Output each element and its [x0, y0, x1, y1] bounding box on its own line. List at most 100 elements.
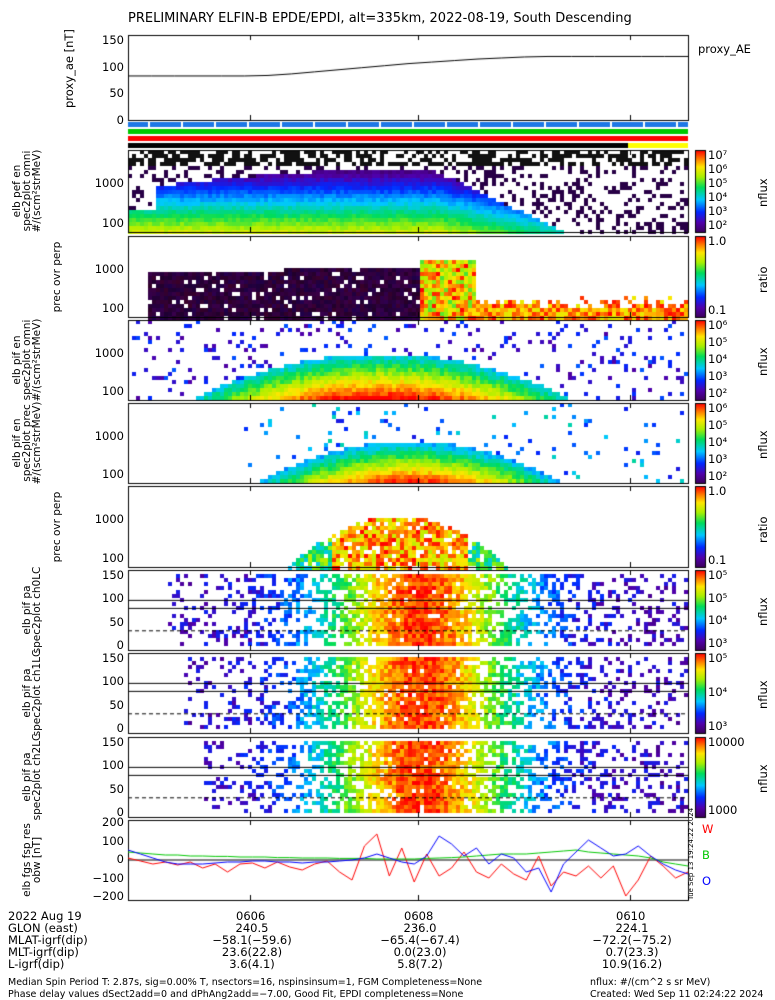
colorbar-tick-panel-3: 10³: [708, 369, 728, 383]
footer-right-1: nflux: #/(cm^2 s sr MeV): [590, 977, 711, 988]
legend-proxy-ae: proxy_AE: [698, 42, 751, 56]
ytick-panel-2: 100: [102, 301, 124, 315]
xtick-time: 0610: [616, 909, 646, 923]
xtick-time: 0608: [404, 909, 434, 923]
ytick-panel-7: 100: [102, 674, 124, 689]
ytick-panel-1: 100: [102, 216, 124, 230]
x-date: 2022 Aug 19: [8, 909, 82, 923]
ylabel-panel-8: elb pif pa spec2plot ch2LC: [21, 733, 43, 821]
ylabel-panel-5: prec ovr perp: [51, 491, 63, 562]
ytick-panel-7: 50: [109, 697, 124, 712]
ytick-panel-6: 100: [102, 591, 124, 606]
colorbar-tick-panel-8: 10000: [708, 735, 745, 749]
ytick-panel-6: 50: [109, 614, 124, 629]
legend-O: O: [702, 874, 712, 888]
colorbar-tick-panel-5: 0.1: [708, 553, 727, 567]
colorbar-label-panel-2: ratio: [756, 265, 770, 293]
ytick-panel-3: 100: [102, 384, 124, 398]
ytick-panel-9: 100: [102, 833, 124, 848]
ytick-panel-7: 0: [116, 721, 124, 735]
ytick-panel-5: 100: [102, 551, 124, 565]
colorbar-tick-panel-3: 10⁴: [708, 352, 728, 366]
ytick-panel-9: −100: [92, 870, 124, 885]
xtick-value: 3.6(4.1): [229, 957, 275, 971]
ytick-proxy-ae: 0: [116, 112, 124, 127]
ylabel-proxy-ae: proxy_ae [nT]: [62, 29, 76, 108]
ytick-panel-4: 100: [102, 467, 124, 481]
ytick-panel-6: 150: [102, 568, 124, 582]
ytick-panel-3: 1000: [94, 345, 124, 360]
colorbar-tick-panel-1: 10³: [708, 204, 728, 218]
colorbar-tick-panel-1: 10²: [708, 218, 728, 232]
x-row-3: L-igrf(dip): [8, 957, 65, 971]
legend-B: B: [702, 848, 710, 862]
xtick-value: −65.4(−67.4): [380, 933, 460, 947]
colorbar-tick-panel-7: 10⁵: [708, 651, 728, 665]
ytick-panel-9: −200: [92, 889, 124, 903]
ytick-panel-9: 0: [116, 852, 124, 866]
ytick-panel-8: 100: [102, 758, 124, 773]
colorbar-tick-panel-6: 10⁴: [708, 613, 728, 628]
chart-title: PRELIMINARY ELFIN-B EPDE/EPDI, alt=335km…: [128, 11, 632, 26]
ylabel-panel-9: elb fgs fsp res obw [nT]: [21, 823, 43, 897]
ytick-proxy-ae: 50: [109, 86, 124, 100]
colorbar-tick-panel-1: 10⁴: [708, 190, 728, 204]
colorbar-tick-panel-7: 10⁴: [708, 685, 728, 699]
colorbar-label-panel-6: nflux: [756, 597, 770, 626]
footer-left-1: Median Spin Period T: 2.87s, sig=0.00% T…: [8, 977, 483, 988]
colorbar-tick-panel-7: 10³: [708, 719, 728, 733]
colorbar-label-panel-5: ratio: [756, 515, 770, 543]
colorbar-tick-panel-4: 10²: [708, 469, 728, 483]
colorbar-tick-panel-3: 10⁵: [708, 335, 728, 349]
ytick-proxy-ae: 150: [102, 33, 124, 47]
colorbar-tick-panel-4: 10⁴: [708, 435, 728, 449]
ytick-panel-4: 1000: [94, 428, 124, 443]
colorbar-label-panel-4: nflux: [756, 430, 770, 459]
colorbar-tick-panel-6: 10⁵: [708, 590, 728, 605]
xtick-value: 10.9(16.2): [601, 957, 663, 971]
ytick-panel-7: 150: [102, 651, 124, 665]
xtick-value: 0.7(23.3): [605, 945, 659, 959]
colorbar-label-panel-8: nflux: [756, 764, 770, 793]
colorbar-tick-panel-3: 10²: [708, 386, 728, 400]
ylabel-panel-7: elb pif pa spec2plot ch1LC: [21, 649, 43, 737]
ylabel-panel-3: elb pif en spec2plot omni #/(scm²strMeV): [11, 318, 43, 402]
xtick-value: 240.5: [235, 921, 269, 935]
colorbar-tick-panel-3: 10⁶: [708, 318, 728, 332]
ytick-panel-8: 0: [116, 805, 124, 819]
ylabel-panel-6: elb pif pa spec2plot ch0LC: [21, 566, 43, 654]
colorbar-label-panel-3: nflux: [756, 347, 770, 376]
x-row-1: MLAT-igrf(dip): [8, 933, 88, 947]
ytick-panel-8: 150: [102, 735, 124, 749]
ytick-proxy-ae: 100: [102, 59, 124, 74]
xtick-value: −72.2(−75.2): [592, 933, 672, 947]
rotated-tag: Tue Sep 13 19:24:22 2024: [687, 807, 695, 900]
ytick-panel-2: 1000: [94, 262, 124, 277]
footer-right-2: Created: Wed Sep 11 02:24:22 2024: [590, 989, 764, 1000]
colorbar-tick-panel-2: 0.1: [708, 303, 727, 317]
colorbar-tick-panel-2: 1.0: [708, 234, 727, 248]
colorbar-label-panel-1: nflux: [756, 178, 770, 207]
ytick-panel-9: 200: [102, 815, 124, 829]
colorbar-tick-panel-1: 10⁷: [708, 148, 728, 162]
ylabel-panel-1: elb pef en spec2plot omni #/(scm²strMeV): [11, 149, 43, 233]
footer-left-2: Phase delay values dSect2add=0 and dPhAn…: [8, 989, 464, 1000]
colorbar-tick-panel-1: 10⁶: [708, 162, 728, 176]
colorbar-tick-panel-5: 1.0: [708, 484, 727, 498]
xtick-value: 5.8(7.2): [397, 957, 443, 971]
ylabel-panel-4: elb pif en spec2plot prec #/(scm²strMeV): [11, 401, 43, 485]
xtick-value: 0.0(23.0): [393, 945, 447, 959]
colorbar-tick-panel-4: 10⁵: [708, 418, 728, 432]
x-row-2: MLT-igrf(dip): [8, 945, 79, 959]
xtick-value: 236.0: [403, 921, 437, 935]
colorbar-tick-panel-4: 10⁶: [708, 401, 728, 415]
colorbar-tick-panel-4: 10³: [708, 452, 728, 466]
colorbar-tick-panel-1: 10⁵: [708, 176, 728, 190]
xtick-time: 0606: [236, 909, 266, 923]
xtick-value: 224.1: [615, 921, 649, 935]
colorbar-tick-panel-6: 10³: [708, 636, 728, 650]
ytick-panel-1: 1000: [94, 176, 124, 191]
colorbar-label-panel-7: nflux: [756, 680, 770, 709]
xtick-value: −58.1(−59.6): [212, 933, 292, 947]
